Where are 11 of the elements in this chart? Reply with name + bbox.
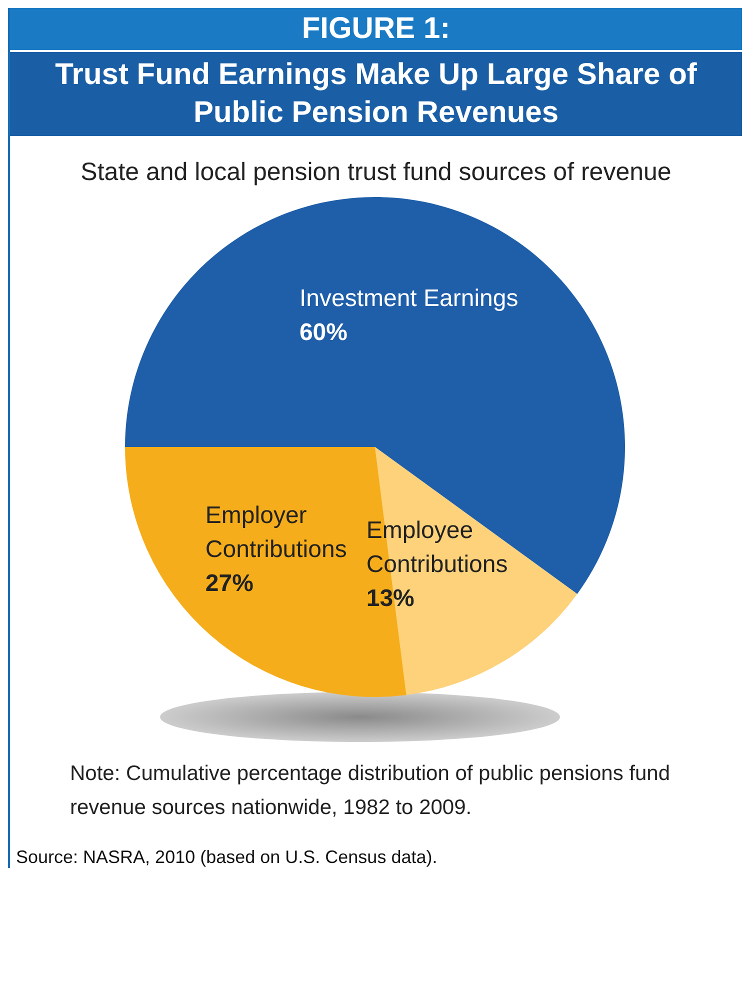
- text: Note: Cumulative percentage distribution of public pensions fund revenue sources nationwide, 1982 to 2009.: [69, 761, 672, 821]
- caption: FIGURE 1:: [10, 8, 742, 50]
- slice-label: Employer Contributions: [205, 502, 347, 563]
- data-label: 60%: [299, 318, 348, 346]
- slice-label: Employee Contributions: [366, 516, 508, 578]
- chart-subtitle: State and local pension trust fund sources of revenue: [80, 158, 672, 187]
- slice-label: Investment Earnings: [299, 284, 518, 312]
- chart-title: Trust Fund Earnings Make Up Large Share of Public Pension Revenues: [10, 52, 742, 136]
- data-label: 13%: [366, 584, 414, 612]
- data-label: 27%: [205, 570, 254, 597]
- source-note: Source: NASRA, 2010 (based on U.S. Census data).: [15, 847, 438, 868]
